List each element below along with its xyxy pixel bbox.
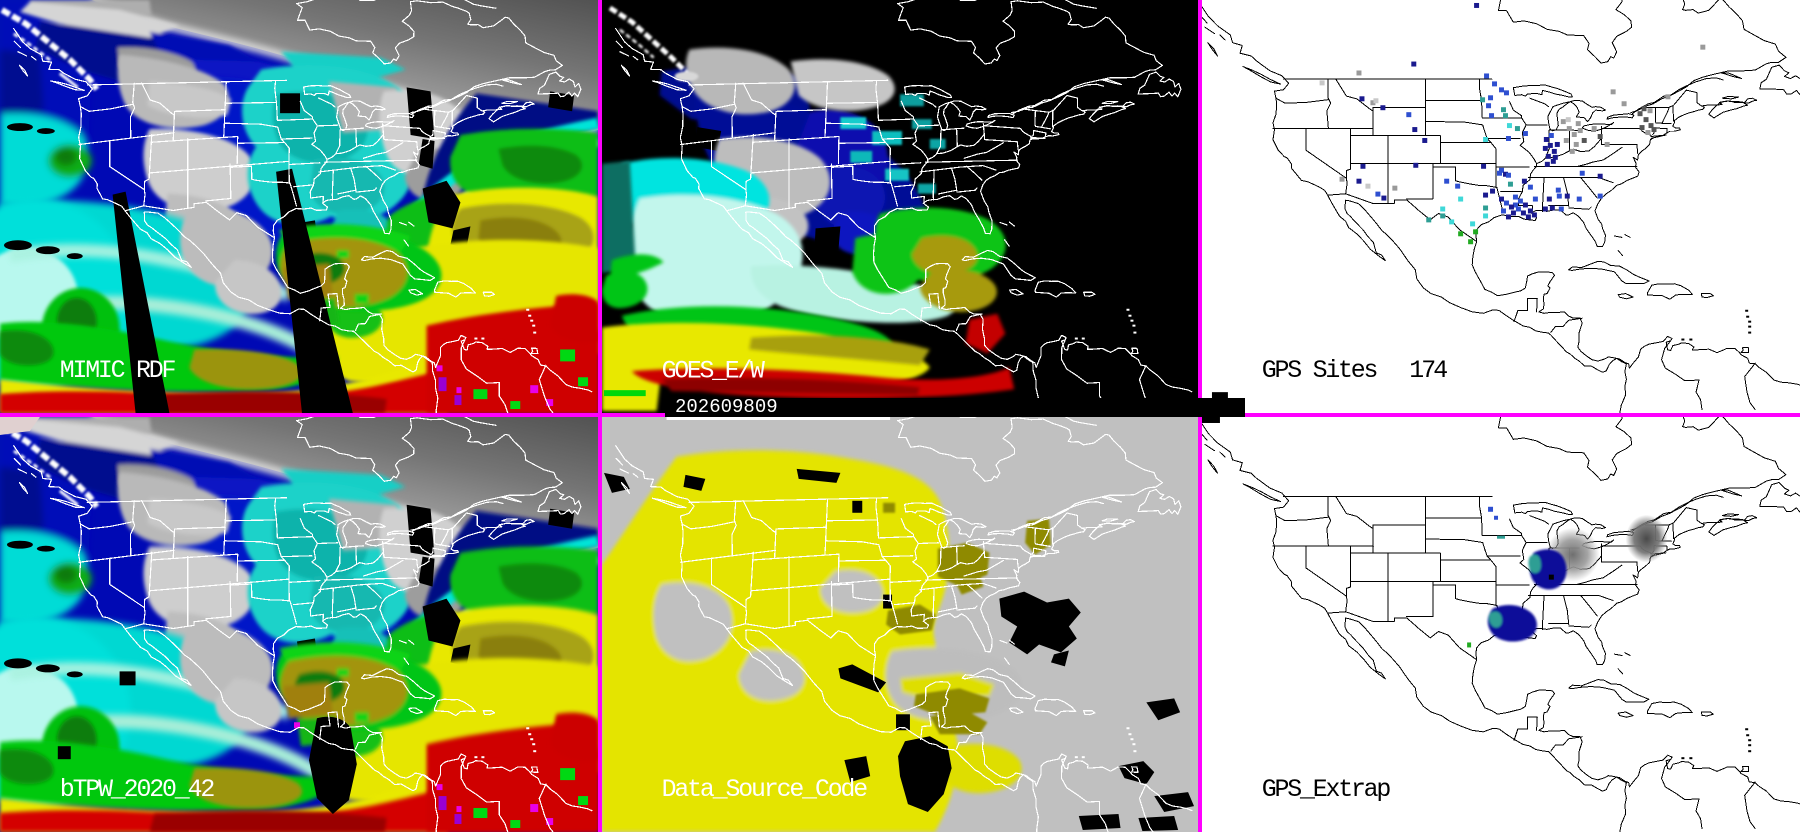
svg-text:Data_Source_Code: Data_Source_Code — [662, 776, 869, 804]
svg-text:bTPW_2020_42: bTPW_2020_42 — [60, 776, 215, 804]
svg-text:GPS_Extrap: GPS_Extrap — [1262, 776, 1392, 804]
svg-text:GOES_E/W: GOES_E/W — [662, 357, 765, 385]
svg-text:GPS Sites: GPS Sites — [1262, 357, 1379, 385]
svg-text:174: 174 — [1409, 357, 1448, 385]
svg-text:MIMIC RDF: MIMIC RDF — [60, 357, 177, 385]
